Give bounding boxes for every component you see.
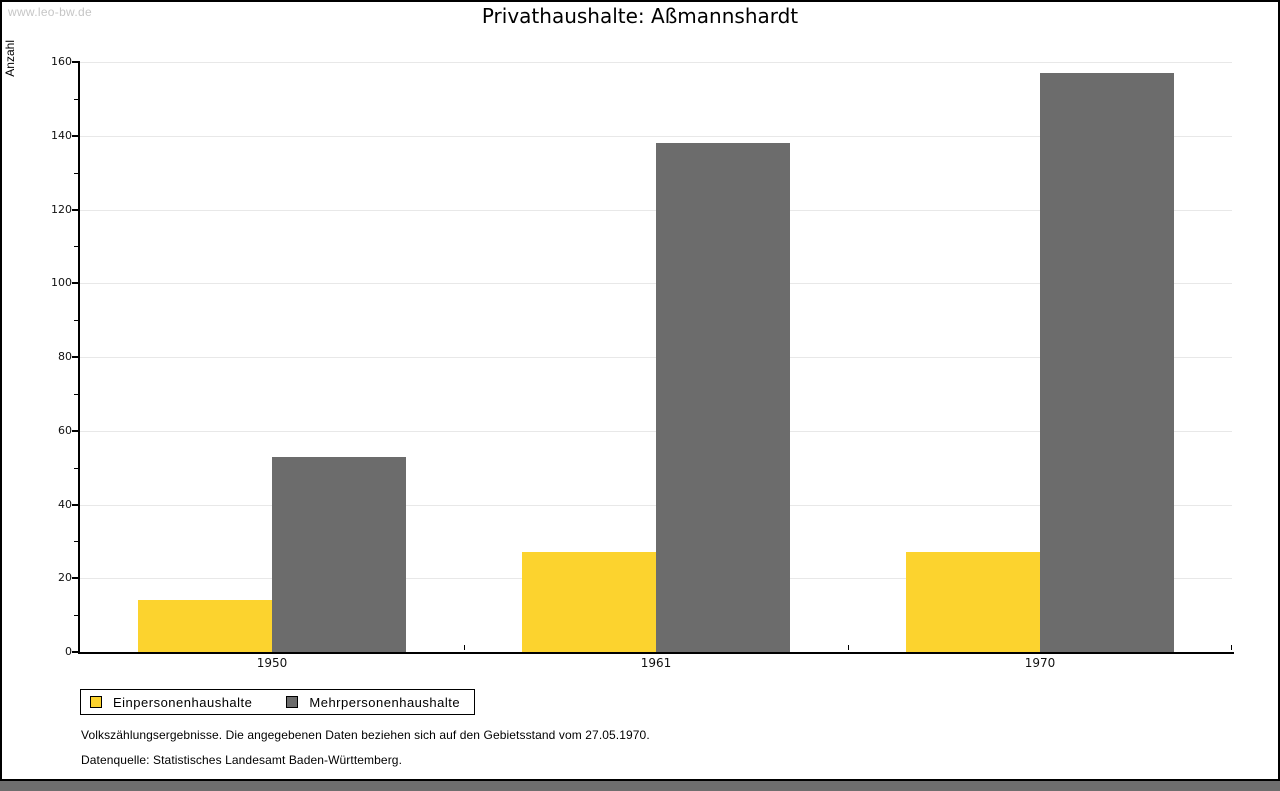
y-tick-label: 80 [58, 350, 72, 363]
y-axis-minor-tick [74, 98, 78, 100]
y-axis-title: Anzahl [3, 40, 17, 77]
legend-swatch-gray [286, 696, 299, 708]
x-axis-tick [464, 645, 465, 650]
bottom-strip [0, 781, 1280, 791]
footnote-data-source: Datenquelle: Statistisches Landesamt Bad… [81, 753, 402, 767]
y-axis-line [78, 61, 80, 654]
legend-label: Einpersonenhaushalte [113, 694, 253, 710]
y-axis-minor-tick [74, 320, 78, 322]
footnote-census-note: Volkszählungsergebnisse. Die angegebenen… [81, 728, 650, 742]
y-tick-label: 100 [51, 276, 72, 290]
y-axis-tick [72, 356, 78, 358]
y-axis-tick [72, 208, 78, 211]
legend-label: Mehrpersonenhaushalte [309, 694, 461, 710]
x-axis-line [78, 652, 1234, 654]
y-axis-tick [72, 429, 78, 432]
bar-einpersonenhaushalte-1970 [906, 552, 1040, 652]
y-axis-tick [72, 651, 78, 653]
x-category-label-1950: 1950 [256, 656, 288, 670]
bar-einpersonenhaushalte-1950 [138, 600, 272, 652]
y-tick-label: 20 [58, 571, 72, 585]
bar-mehrpersonenhaushalte-1950 [272, 456, 406, 652]
legend-item-mehrpersonenhaushalte: Mehrpersonenhaushalte [286, 695, 460, 710]
y-axis-minor-tick [74, 172, 78, 174]
bar-mehrpersonenhaushalte-1961 [656, 143, 790, 652]
watermark: www.leo-bw.de [8, 5, 92, 19]
x-category-label-1970: 1970 [1024, 656, 1056, 670]
y-tick-label: 140 [51, 128, 72, 142]
x-axis-tick [848, 645, 849, 650]
legend-item-einpersonenhaushalte: Einpersonenhaushalte [90, 695, 252, 710]
gridline-160 [80, 62, 1232, 63]
y-tick-label: 120 [51, 202, 72, 216]
y-tick-label: 40 [58, 497, 72, 511]
y-axis-minor-tick [74, 467, 78, 469]
chart-title: Privathaushalte: Aßmannshardt [481, 4, 799, 28]
bar-mehrpersonenhaushalte-1970 [1040, 73, 1174, 652]
bar-einpersonenhaushalte-1961 [522, 552, 656, 652]
y-axis-tick [72, 503, 78, 506]
y-axis-minor-tick [74, 393, 78, 395]
plot-area: 0 20 40 60 80 100 120 140 160 1950 1961 1970 [51, 55, 1234, 670]
y-tick-label: 160 [51, 55, 72, 68]
legend-box: Einpersonenhaushalte Mehrpersonenhaushal… [80, 689, 476, 715]
y-axis-tick [72, 134, 78, 137]
y-axis-minor-tick [74, 541, 78, 543]
y-axis-tick [72, 61, 78, 63]
y-axis-tick [72, 577, 78, 580]
gridline-140 [80, 135, 1232, 137]
y-tick-label: 0 [65, 645, 72, 658]
legend-swatch-yellow [90, 696, 102, 708]
y-axis-minor-tick [74, 615, 78, 617]
y-tick-label: 60 [58, 423, 72, 437]
y-axis-minor-tick [74, 246, 78, 248]
y-axis-tick [72, 282, 78, 285]
x-category-label-1961: 1961 [640, 656, 672, 670]
x-axis-tick [1231, 645, 1232, 650]
